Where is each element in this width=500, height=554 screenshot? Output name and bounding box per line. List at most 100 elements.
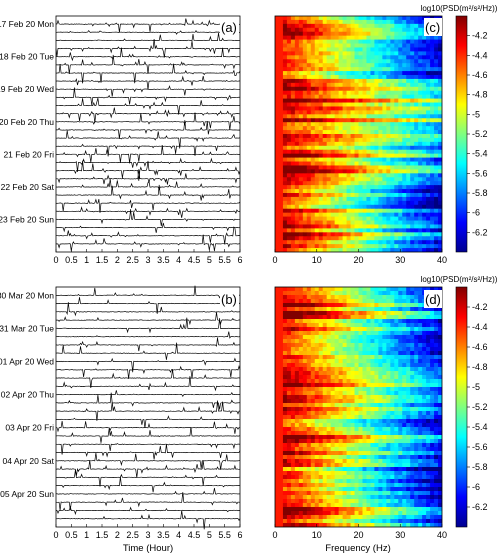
spectrogram-cell	[362, 86, 367, 92]
spectrogram-cell	[438, 216, 442, 222]
spectrogram-cell	[298, 16, 304, 21]
spectrogram-cell	[338, 90, 344, 96]
spectrogram-cell	[350, 153, 356, 159]
spectrogram-cell	[434, 331, 439, 336]
spectrogram-cell	[434, 118, 439, 123]
spectrogram-cell	[434, 86, 439, 92]
spectrogram-cell	[362, 403, 367, 408]
spectrogram-cell	[346, 323, 352, 328]
spectrogram-cell	[306, 483, 312, 488]
spectrogram-cell	[338, 55, 344, 60]
spectrogram-cell	[286, 220, 292, 225]
spectrogram-cell	[394, 90, 399, 96]
spectrogram-cell	[278, 23, 284, 29]
spectrogram-cell	[275, 248, 280, 252]
spectrogram-cell	[370, 475, 375, 480]
spectrogram-cell	[342, 145, 348, 151]
spectrogram-cell	[322, 387, 328, 392]
spectrogram-cell	[390, 431, 395, 436]
spectrogram-cell	[410, 399, 415, 404]
spectrogram-cell	[298, 98, 304, 104]
spectrogram-cell	[318, 106, 324, 111]
spectrogram-cell	[366, 423, 371, 428]
spectrogram-cell	[430, 407, 435, 412]
spectrogram-cell	[402, 134, 407, 139]
spectrogram-cell	[382, 335, 387, 340]
spectrogram-cell	[290, 499, 296, 504]
spectrogram-cell	[334, 471, 340, 476]
spectrogram-cell	[414, 487, 419, 492]
day-label: 21 Feb 20 Fri	[3, 149, 54, 159]
spectrogram-cell	[310, 359, 316, 364]
spectrogram-cell	[310, 204, 316, 210]
spectrogram-cell	[342, 63, 348, 68]
spectrogram-cell	[374, 363, 379, 368]
spectrogram-cell	[275, 347, 280, 352]
spectrogram-cell	[298, 455, 304, 460]
spectrogram-cell	[346, 475, 352, 480]
spectrogram-cell	[426, 204, 431, 210]
spectrogram-cell	[342, 407, 348, 412]
spectrogram-cell	[390, 411, 395, 416]
spectrogram-cell	[354, 371, 359, 376]
spectrogram-cell	[374, 43, 379, 48]
spectrogram-cell	[326, 63, 332, 68]
spectrogram-cell	[378, 118, 383, 123]
spectrogram-cell	[342, 149, 348, 155]
spectrogram-cell	[306, 220, 312, 225]
spectrogram-cell	[342, 157, 348, 163]
spectrogram-cell	[414, 31, 419, 37]
spectrogram-cell	[310, 224, 316, 229]
spectrogram-cell	[318, 363, 324, 368]
spectrogram-cell	[378, 78, 383, 84]
spectrogram-cell	[278, 431, 284, 436]
spectrogram-cell	[362, 204, 367, 210]
spectrogram-cell	[298, 399, 304, 404]
spectrogram-cell	[310, 343, 316, 348]
spectrogram-cell	[278, 31, 284, 37]
spectrogram-cell	[426, 431, 431, 436]
spectrogram-cell	[314, 483, 320, 488]
spectrogram-cell	[275, 359, 280, 364]
spectrogram-cell	[314, 351, 320, 356]
spectrogram-cell	[414, 435, 419, 440]
spectrogram-cell	[294, 359, 300, 364]
spectrogram-cell	[382, 327, 387, 332]
spectrogram-cell	[394, 248, 399, 252]
spectrogram-cell	[354, 27, 359, 33]
spectrogram-cell	[310, 98, 316, 104]
spectrogram-cell	[314, 475, 320, 480]
spectrogram-cell	[302, 395, 308, 400]
spectrogram-cell	[394, 212, 399, 218]
spectrogram-cell	[386, 391, 391, 396]
spectrogram-cell	[402, 399, 407, 404]
spectrogram-cell	[422, 459, 427, 464]
spectrogram-cell	[314, 467, 320, 472]
spectrogram-cell	[358, 220, 363, 225]
spectrogram-cell	[286, 287, 292, 292]
spectrogram-cell	[346, 35, 352, 41]
spectrogram-cell	[342, 387, 348, 392]
spectrogram-cell	[358, 59, 363, 64]
spectrogram-cell	[358, 411, 363, 416]
spectrogram-cell	[362, 161, 367, 166]
spectrogram-cell	[366, 503, 371, 508]
spectrogram-cell	[374, 375, 379, 380]
spectrogram-cell	[426, 499, 431, 504]
spectrogram-cell	[358, 63, 363, 68]
spectrogram-cell	[378, 343, 383, 348]
spectrogram-cell	[330, 483, 336, 488]
seismogram-trace	[55, 145, 241, 164]
spectrogram-cell	[358, 499, 363, 504]
spectrogram-cell	[354, 157, 359, 163]
spectrogram-cell	[278, 130, 284, 135]
spectrogram-cell	[386, 403, 391, 408]
spectrogram-cell	[414, 403, 419, 408]
spectrogram-cell	[275, 315, 280, 320]
spectrogram-cell	[330, 347, 336, 352]
spectrogram-cell	[275, 220, 280, 225]
spectrogram-cell	[374, 435, 379, 440]
spectrogram-cell	[386, 181, 391, 186]
spectrogram-cell	[382, 443, 387, 448]
spectrogram-cell	[298, 193, 304, 198]
